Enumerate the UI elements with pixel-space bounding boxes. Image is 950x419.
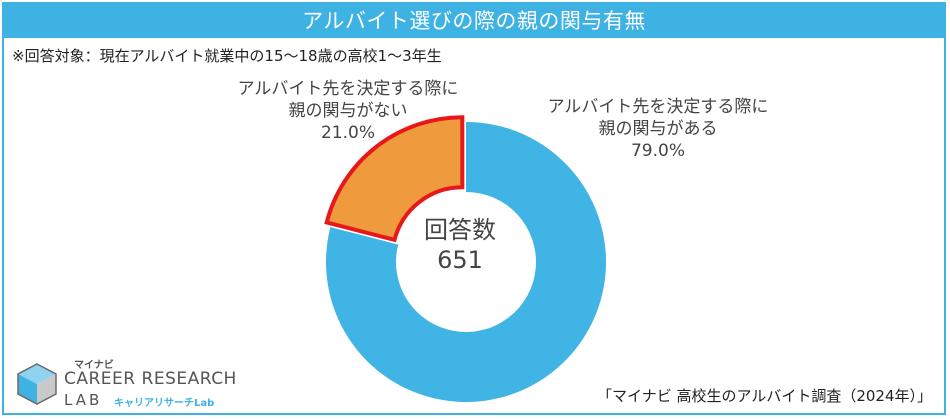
label-yes-line1: アルバイト先を決定する際に [547,97,769,117]
label-no-line2: 親の関与がない [288,101,408,121]
chart-subtitle: ※回答対象：現在アルバイト就業中の15～18歳の高校1～3年生 [12,47,442,65]
logo-maker: マイナビ [74,360,114,371]
label-yes-line2: 親の関与がある [598,119,718,139]
logo-line1: CAREER RESEARCH [64,369,237,389]
label-parent-not-involved: アルバイト先を決定する際に 親の関与がない 21.0% [228,78,468,144]
chart-title: アルバイト選びの際の親の関与有無 [2,2,946,38]
cube-logo-icon [17,363,57,405]
donut-center: 回答数 651 [385,215,535,275]
logo-sub: キャリアリサーチLab [114,398,215,409]
slice-parent-involved [326,122,606,402]
label-parent-involved: アルバイト先を決定する際に 親の関与がある 79.0% [518,96,798,162]
center-value: 651 [437,246,483,274]
slice-parent-not-involved [324,115,465,243]
label-no-value: 21.0% [320,123,375,143]
label-no-line1: アルバイト先を決定する際に [237,79,459,99]
career-research-lab-logo: マイナビ CAREER RESEARCH LAB キャリアリサーチLab [16,356,246,412]
center-label: 回答数 [424,216,496,244]
label-yes-value: 79.0% [630,141,685,161]
source-note: 「マイナビ 高校生のアルバイト調査（2024年）」 [597,387,932,405]
logo-lab: LAB [64,391,103,409]
